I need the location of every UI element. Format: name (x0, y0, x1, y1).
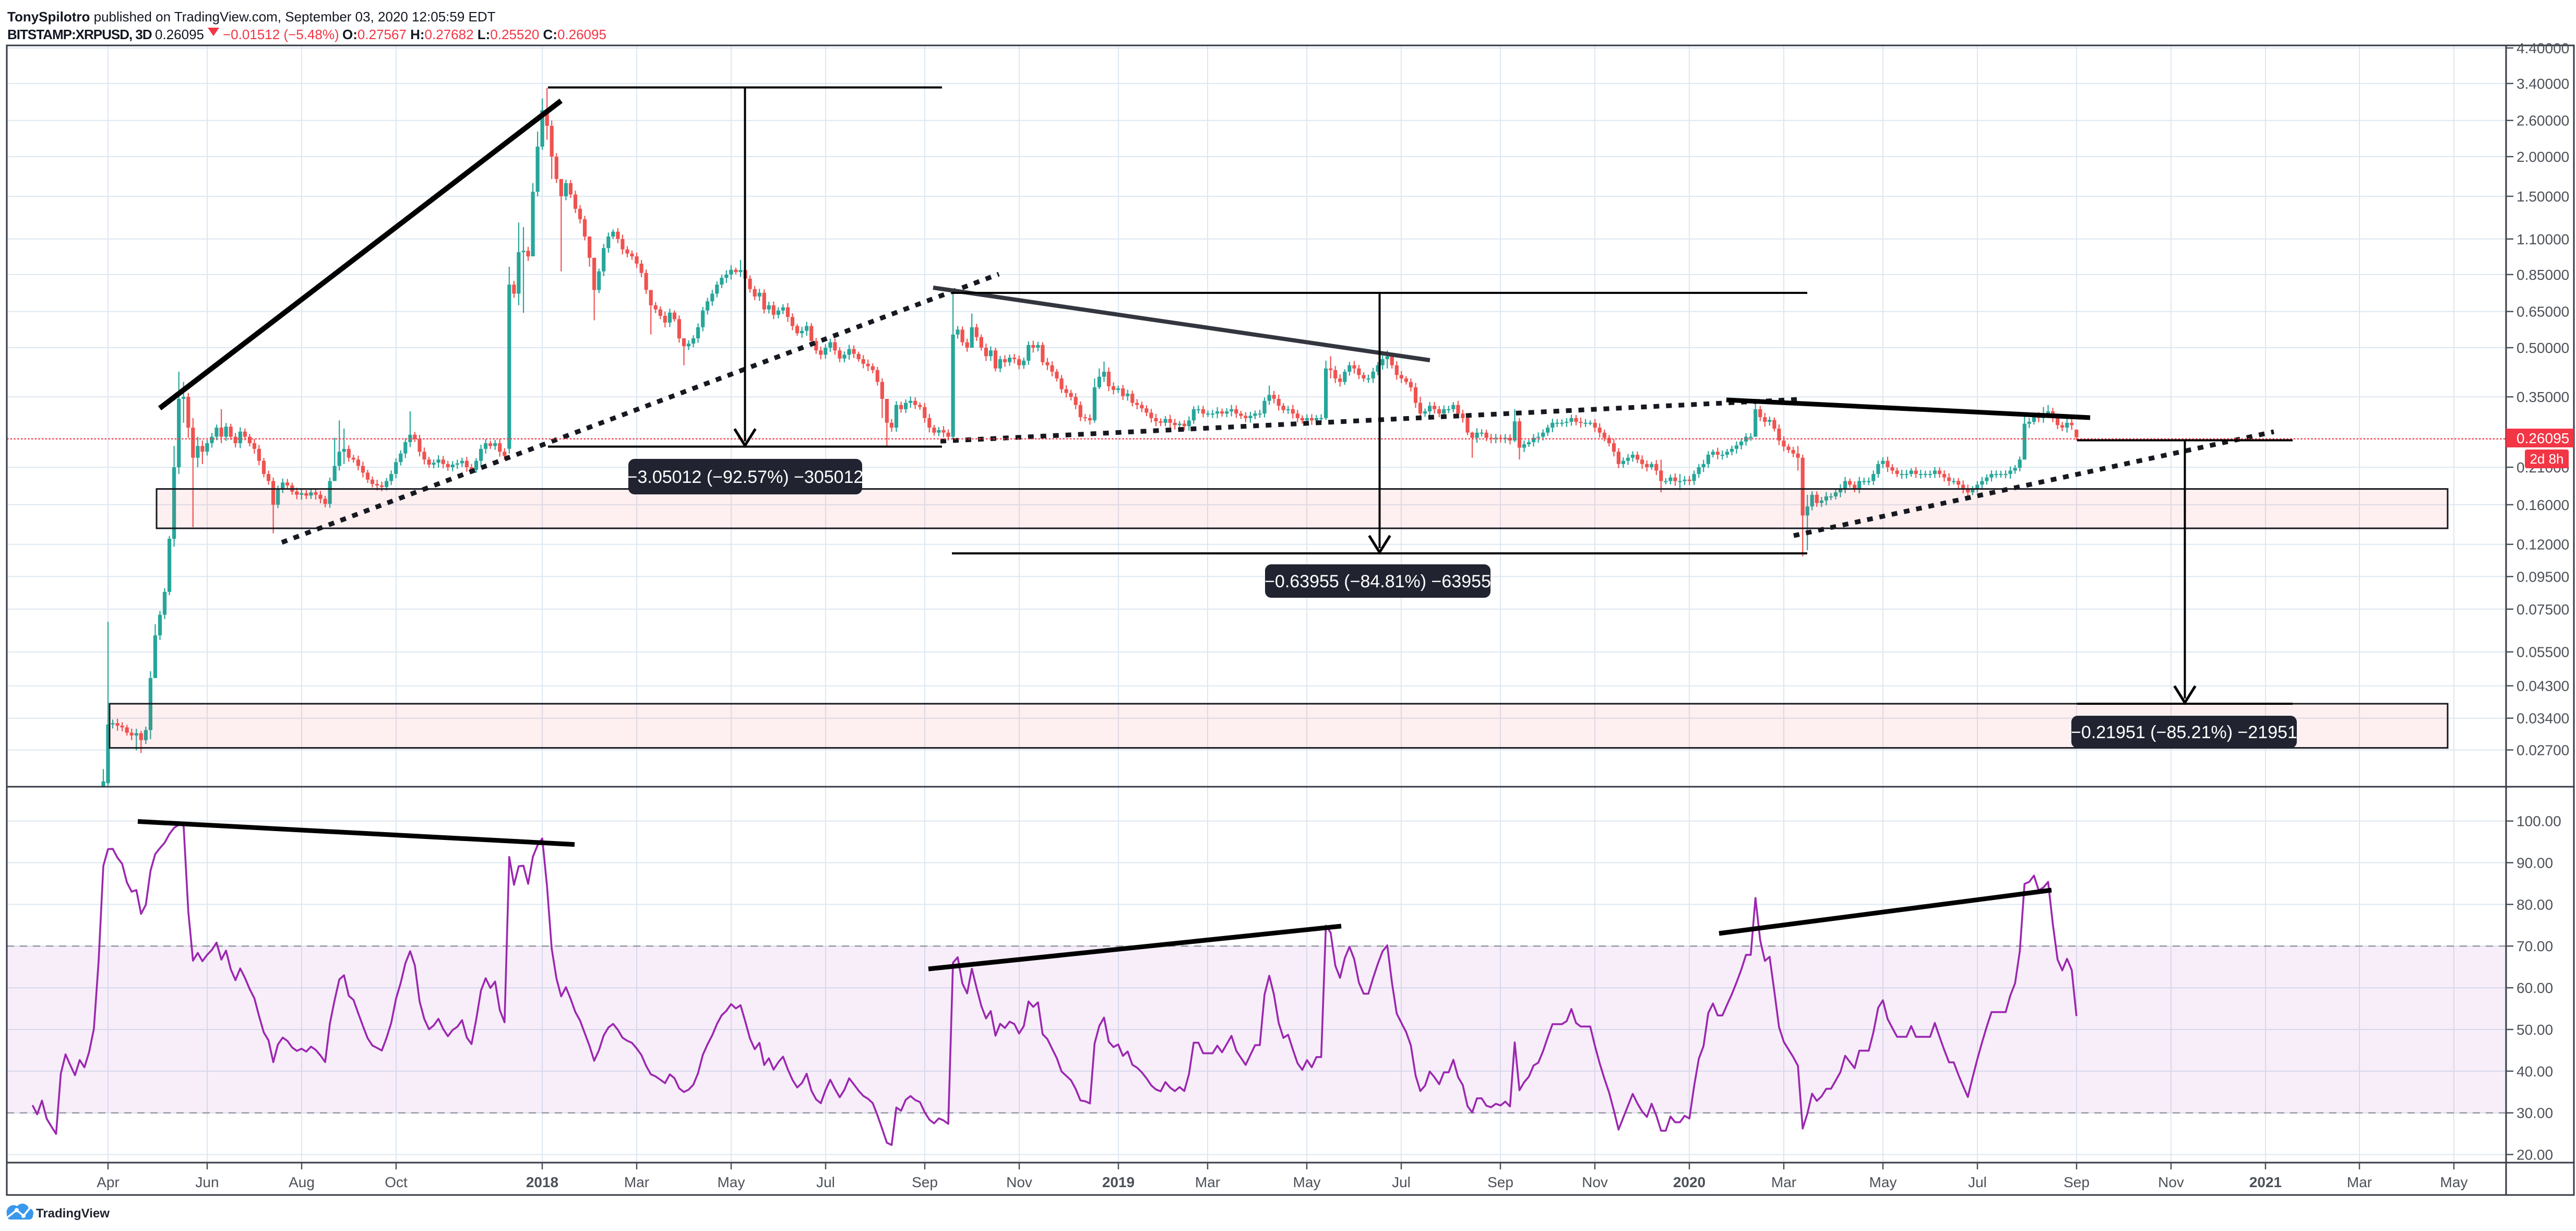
svg-text:60.00: 60.00 (2517, 980, 2553, 996)
svg-text:Jul: Jul (1392, 1174, 1411, 1190)
svg-text:TonySpilotro published on Trad: TonySpilotro published on TradingView.co… (7, 9, 496, 25)
svg-text:20.00: 20.00 (2517, 1147, 2553, 1163)
svg-text:100.00: 100.00 (2517, 813, 2561, 830)
svg-text:0.65000: 0.65000 (2517, 304, 2569, 320)
svg-text:2.60000: 2.60000 (2517, 113, 2569, 129)
svg-text:2019: 2019 (1102, 1174, 1135, 1190)
svg-text:Mar: Mar (624, 1174, 649, 1190)
svg-text:0.35000: 0.35000 (2517, 389, 2569, 405)
svg-text:May: May (1293, 1174, 1321, 1190)
svg-text:70.00: 70.00 (2517, 938, 2553, 954)
svg-text:−0.21951 (−85.21%) −21951: −0.21951 (−85.21%) −21951 (2071, 723, 2297, 742)
svg-text:Mar: Mar (1771, 1174, 1796, 1190)
svg-text:1.50000: 1.50000 (2517, 188, 2569, 205)
svg-text:40.00: 40.00 (2517, 1063, 2553, 1080)
svg-text:Sep: Sep (1487, 1174, 1513, 1190)
svg-text:2.00000: 2.00000 (2517, 149, 2569, 165)
svg-text:2d 8h: 2d 8h (2530, 451, 2563, 467)
svg-text:0.12000: 0.12000 (2517, 537, 2569, 553)
svg-text:Mar: Mar (2347, 1174, 2372, 1190)
svg-text:May: May (718, 1174, 745, 1190)
svg-text:TradingView: TradingView (36, 1206, 110, 1221)
svg-text:3.40000: 3.40000 (2517, 76, 2569, 92)
svg-text:0.26095: 0.26095 (2517, 430, 2569, 446)
svg-text:90.00: 90.00 (2517, 855, 2553, 871)
svg-text:0.05500: 0.05500 (2517, 644, 2569, 660)
svg-text:0.50000: 0.50000 (2517, 340, 2569, 356)
svg-text:Mar: Mar (1195, 1174, 1220, 1190)
svg-text:May: May (2440, 1174, 2468, 1190)
svg-text:0.85000: 0.85000 (2517, 267, 2569, 283)
svg-text:0.26095: 0.26095 (155, 27, 204, 42)
svg-text:0.09500: 0.09500 (2517, 569, 2569, 585)
svg-text:30.00: 30.00 (2517, 1105, 2553, 1121)
svg-text:Nov: Nov (1006, 1174, 1032, 1190)
svg-text:Oct: Oct (385, 1174, 408, 1190)
svg-text:May: May (1869, 1174, 1897, 1190)
svg-text:1.10000: 1.10000 (2517, 231, 2569, 247)
svg-text:Nov: Nov (1582, 1174, 1608, 1190)
svg-text:Aug: Aug (289, 1174, 315, 1190)
svg-text:O:0.27567 H:0.27682 L:0.25520: O:0.27567 H:0.27682 L:0.25520 C:0.26095 (342, 27, 606, 42)
svg-text:−0.63955 (−84.81%) −63955: −0.63955 (−84.81%) −63955 (1265, 572, 1491, 591)
svg-text:−3.05012 (−92.57%) −305012: −3.05012 (−92.57%) −305012 (627, 467, 864, 487)
svg-text:Jul: Jul (1968, 1174, 1987, 1190)
svg-text:−0.01512 (−5.48%): −0.01512 (−5.48%) (223, 27, 339, 42)
svg-text:Jul: Jul (816, 1174, 835, 1190)
svg-text:2021: 2021 (2249, 1174, 2282, 1190)
svg-text:50.00: 50.00 (2517, 1022, 2553, 1038)
svg-text:0.07500: 0.07500 (2517, 601, 2569, 618)
svg-text:0.03400: 0.03400 (2517, 711, 2569, 727)
svg-text:Sep: Sep (2064, 1174, 2090, 1190)
svg-text:Apr: Apr (97, 1174, 120, 1190)
svg-text:BITSTAMP:XRPUSD, 3D: BITSTAMP:XRPUSD, 3D (7, 27, 152, 42)
svg-text:0.16000: 0.16000 (2517, 497, 2569, 513)
svg-text:4.40000: 4.40000 (2517, 40, 2569, 56)
svg-text:Nov: Nov (2158, 1174, 2184, 1190)
svg-text:Jun: Jun (195, 1174, 219, 1190)
svg-text:2018: 2018 (526, 1174, 558, 1190)
svg-text:2020: 2020 (1673, 1174, 1706, 1190)
svg-text:80.00: 80.00 (2517, 896, 2553, 913)
svg-text:Sep: Sep (912, 1174, 938, 1190)
svg-text:0.02700: 0.02700 (2517, 742, 2569, 759)
svg-text:0.04300: 0.04300 (2517, 678, 2569, 694)
